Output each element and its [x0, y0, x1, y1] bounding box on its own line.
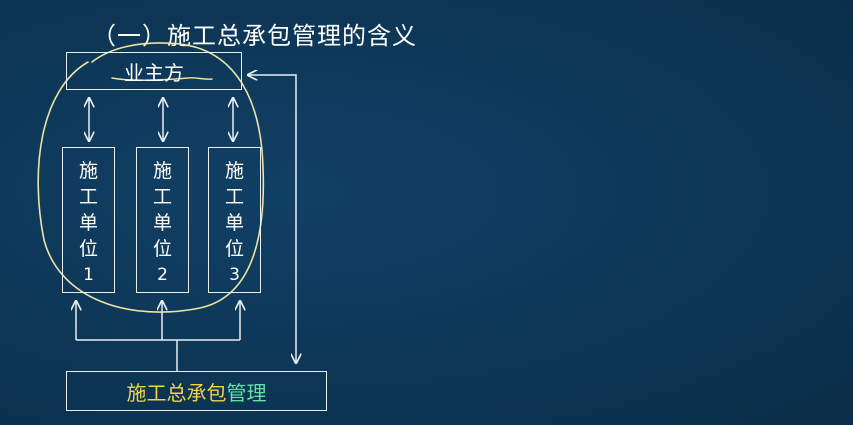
unit-char: 单 [224, 212, 244, 234]
owner-label: 业主方 [124, 60, 184, 85]
unit-char: 单 [152, 212, 172, 234]
management-label-part-a: 施工总承包 [126, 380, 227, 405]
construction-unit-3: 施 工 单 位 3 [208, 147, 261, 293]
unit-char: 位 [78, 238, 98, 260]
unit-char: 单 [78, 212, 98, 234]
unit-number: 1 [83, 265, 94, 285]
unit-number: 2 [157, 265, 168, 285]
construction-unit-1: 施 工 单 位 1 [62, 147, 115, 293]
unit-char: 位 [224, 238, 244, 260]
construction-unit-2: 施 工 单 位 2 [136, 147, 189, 293]
slide-title: （一）施工总承包管理的含义 [92, 22, 417, 50]
management-box: 施工总承包 管理 [66, 371, 327, 411]
unit-number: 3 [229, 265, 240, 285]
unit-char: 施 [152, 160, 172, 182]
unit-char: 施 [224, 160, 244, 182]
unit-char: 工 [152, 186, 172, 208]
unit-char: 工 [78, 186, 98, 208]
owner-box: 业主方 [66, 52, 242, 90]
unit-char: 工 [224, 186, 244, 208]
unit-char: 位 [152, 238, 172, 260]
unit-char: 施 [78, 160, 98, 182]
management-label-part-b: 管理 [226, 380, 267, 405]
